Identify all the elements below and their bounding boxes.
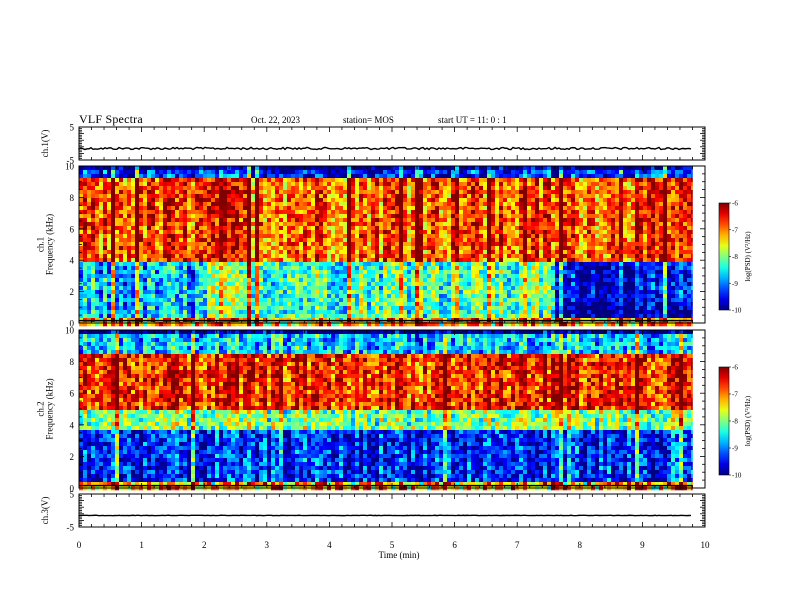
y-tick-label: 6 — [70, 389, 75, 399]
colorbar-tick-label: -8 — [732, 253, 738, 261]
y-tick-label: 0 — [70, 484, 75, 494]
y-tick-label: 5 — [70, 123, 75, 133]
x-tick-label: 0 — [77, 540, 82, 550]
x-tick-label: 7 — [515, 540, 520, 550]
y-tick-label: 6 — [70, 224, 75, 234]
y-tick-label: 2 — [70, 287, 75, 297]
colorbar-tick-label: -10 — [732, 307, 742, 315]
colorbar-label: log(PSD) (V²/Hz) — [744, 395, 752, 446]
x-tick-label: 10 — [701, 540, 711, 550]
ch2spec-ylabel: ch.2 — [36, 401, 46, 416]
y-tick-label: 0 — [70, 319, 75, 329]
x-axis-label: Time (min) — [379, 550, 420, 560]
ch2spec-heatmap — [79, 330, 705, 491]
colorbar-tick-label: -7 — [732, 391, 738, 399]
x-tick-label: 2 — [202, 540, 207, 550]
ch1V-panel-frame — [78, 126, 706, 161]
y-tick-label: 8 — [70, 193, 75, 203]
colorbar-tick-label: -6 — [732, 364, 738, 372]
chart-title: VLF Spectra — [79, 112, 143, 126]
start-time-label: start UT = 11: 0 : 1 — [438, 115, 507, 125]
y-tick-label: 8 — [70, 357, 75, 367]
x-tick-label: 6 — [452, 540, 457, 550]
x-tick-label: 5 — [390, 540, 395, 550]
ch1V-ylabel: ch.1(V) — [40, 130, 50, 158]
colorbar-label: log(PSD) (V²/Hz) — [744, 231, 752, 282]
x-tick-label: 8 — [578, 540, 583, 550]
ch1spec-heatmap — [79, 166, 705, 327]
colorbar-tick-label: -8 — [732, 418, 738, 426]
y-tick-label: 10 — [65, 162, 75, 172]
ch1spec-ylabel: Frequency (kHz) — [45, 214, 55, 275]
station-label: station= MOS — [343, 115, 394, 125]
y-tick-label: -5 — [67, 523, 75, 533]
axis-ticks — [78, 126, 706, 161]
axis-ticks — [78, 493, 706, 528]
x-tick-label: 4 — [327, 540, 332, 550]
y-tick-label: 5 — [70, 490, 75, 500]
x-tick-label: 9 — [640, 540, 645, 550]
y-tick-label: -5 — [67, 156, 75, 166]
colorbar-tick-label: -10 — [732, 472, 742, 480]
colorbar-tick-label: -7 — [732, 226, 738, 234]
axis-ticks — [78, 165, 706, 324]
ch3V-ylabel: ch.3(V) — [40, 497, 50, 525]
ch1V-trace — [78, 146, 692, 151]
y-tick-label: 4 — [70, 256, 75, 266]
ch2spec-colorbar — [718, 366, 730, 476]
x-tick-label: 1 — [139, 540, 144, 550]
ch1spec-ylabel: ch.1 — [36, 237, 46, 252]
y-tick-label: 4 — [70, 420, 75, 430]
x-tick-label: 3 — [265, 540, 270, 550]
axis-ticks — [78, 329, 706, 489]
colorbar-tick-label: -9 — [732, 280, 738, 288]
y-tick-label: 10 — [65, 326, 75, 336]
colorbar-tick-label: -9 — [732, 445, 738, 453]
ch3V-panel-frame — [78, 493, 706, 528]
colorbar-tick-label: -6 — [732, 200, 738, 208]
ch1spec-colorbar — [718, 202, 730, 311]
date-label: Oct. 22, 2023 — [251, 115, 300, 125]
ch2spec-ylabel: Frequency (kHz) — [45, 378, 55, 439]
y-tick-label: 2 — [70, 452, 75, 462]
